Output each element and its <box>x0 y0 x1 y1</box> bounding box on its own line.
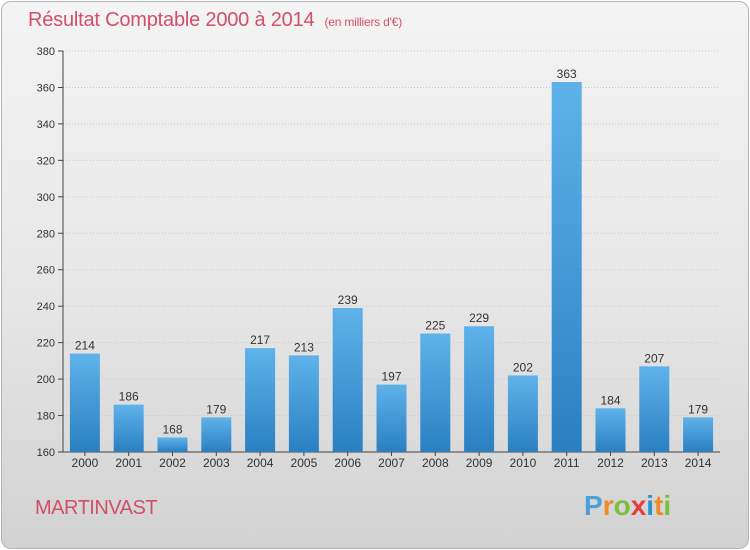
logo-letter: i <box>646 490 655 521</box>
y-tick-label: 240 <box>37 301 55 313</box>
value-label: 213 <box>294 340 314 354</box>
y-tick-label: 160 <box>37 447 55 459</box>
x-tick-labels: 2000 2001 2002 2003 2004 2005 2006 2007 2008 2009… <box>72 452 712 470</box>
y-tick-label: 340 <box>37 119 55 131</box>
x-tick-label: 2007 <box>378 456 405 470</box>
value-label: 179 <box>688 402 708 416</box>
bar-2007 <box>376 384 407 452</box>
x-tick-label: 2005 <box>291 456 318 470</box>
bar-2011 <box>551 81 582 453</box>
y-tick-labels: 160 180 200 220 240 260 280 300 320 340 360 380 <box>37 46 63 459</box>
y-tick-label: 200 <box>37 374 55 386</box>
x-tick-label: 2004 <box>247 456 274 470</box>
bar-2006 <box>332 308 363 452</box>
logo-letter: o <box>613 490 631 521</box>
value-label: 202 <box>513 360 533 374</box>
bar-2003 <box>201 417 232 452</box>
commune-name: MARTINVAST <box>35 497 158 519</box>
bar-2002 <box>157 437 188 452</box>
x-tick-label: 2000 <box>72 456 99 470</box>
bar-2014 <box>683 417 714 452</box>
y-tick-label: 180 <box>37 411 55 423</box>
bar-2004 <box>245 348 276 452</box>
value-label: 186 <box>119 390 139 404</box>
proxiti-logo: Proxiti <box>584 490 671 522</box>
bar-2008 <box>420 333 451 452</box>
y-tick-label: 260 <box>37 265 55 277</box>
bar-2001 <box>113 404 144 452</box>
x-tick-label: 2010 <box>510 456 537 470</box>
chart-title: Résultat Comptable 2000 à 2014 (en millie… <box>28 9 402 32</box>
value-label: 217 <box>250 333 270 347</box>
x-tick-label: 2013 <box>641 456 668 470</box>
logo-letter: i <box>663 490 672 521</box>
x-tick-label: 2012 <box>597 456 624 470</box>
bar-2010 <box>507 375 538 452</box>
value-label: 179 <box>206 402 226 416</box>
logo-letter: t <box>654 490 664 521</box>
y-tick-label: 300 <box>37 192 55 204</box>
logo-letter: P <box>584 490 603 521</box>
bars <box>69 81 714 453</box>
y-tick-label: 360 <box>37 82 55 94</box>
value-label: 168 <box>162 422 182 436</box>
logo-letter: x <box>630 490 647 521</box>
x-tick-label: 2011 <box>554 456 580 470</box>
value-label: 363 <box>557 67 577 81</box>
value-label: 197 <box>381 370 401 384</box>
value-label: 207 <box>644 351 664 365</box>
value-label: 214 <box>75 339 95 353</box>
x-tick-label: 2002 <box>159 456 186 470</box>
x-tick-label: 2003 <box>203 456 230 470</box>
x-tick-label: 2006 <box>334 456 361 470</box>
y-tick-label: 320 <box>37 155 55 167</box>
bar-2012 <box>595 408 626 452</box>
x-tick-label: 2009 <box>466 456 493 470</box>
value-label: 229 <box>469 311 489 325</box>
y-tick-label: 280 <box>37 228 55 240</box>
unit-note: (en milliers d'€) <box>324 15 403 29</box>
value-label: 239 <box>338 293 358 307</box>
value-labels: 214 186 168 179 217 213 239 197 225 229 202 363 184 2… <box>75 67 709 436</box>
y-tick-label: 380 <box>37 46 55 58</box>
x-tick-label: 2008 <box>422 456 449 470</box>
x-tick-label: 2014 <box>685 456 712 470</box>
bar-2000 <box>69 353 100 452</box>
logo-letter: r <box>602 490 614 521</box>
bar-2009 <box>464 326 495 452</box>
x-tick-label: 2001 <box>115 456 142 470</box>
value-label: 225 <box>425 319 445 333</box>
bar-2013 <box>639 366 670 452</box>
title-text: Résultat Comptable 2000 à 2014 <box>28 9 315 31</box>
value-label: 184 <box>600 393 620 407</box>
bar-2005 <box>288 355 319 452</box>
y-tick-label: 220 <box>37 338 55 350</box>
